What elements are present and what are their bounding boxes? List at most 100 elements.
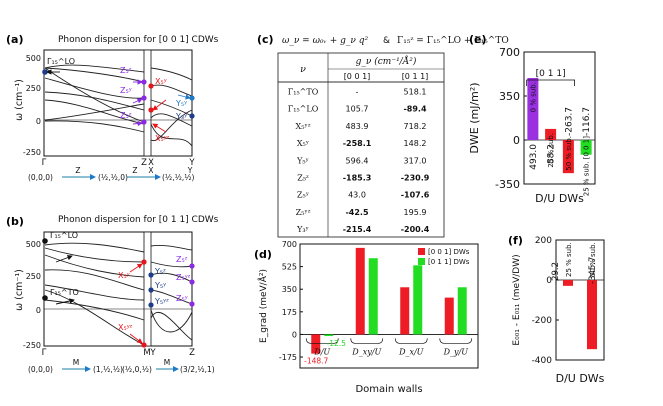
panel-b-gamma-label: Γ₁₅^TO [50, 288, 79, 297]
bar [444, 297, 454, 335]
panel-a-mode-label: Y₅ʸ [175, 99, 187, 108]
panel-b-dispersion-curves [44, 242, 193, 346]
table-cell: 105.7 [346, 105, 369, 114]
category-label: 25 % sub. [547, 133, 555, 168]
panel-a-ylabel: ω (cm⁻¹) [14, 79, 25, 121]
table-cell: 518.1 [404, 87, 427, 96]
panel-a-mode-label: Z₅ᶻ [120, 66, 132, 75]
panel-b-mode-label: X₅ʸᶻ [118, 323, 133, 332]
value-label: 88.2 [547, 144, 557, 164]
category-label: 25 % sub. [565, 242, 573, 277]
panel-a-x-axis: Γ Z X Y (0,0,0) Z (½,½,0) Z X (½,½,½) Y [28, 158, 195, 182]
table-row-label: Z₅ᶻ [297, 174, 309, 183]
bar [587, 280, 597, 350]
table-row-label: Y₅ʸ [296, 156, 309, 165]
table-header-g: g_ν (cm⁻¹/Å²) [356, 55, 417, 67]
panel-b-mode-label: Y₅ʸ [154, 281, 166, 290]
path-point: (0,0,0) [28, 365, 53, 374]
panel-a: (a) Phonon dispersion for [0 0 1] CDWs ω… [6, 33, 219, 182]
panel-a-ytick: -250 [23, 148, 41, 157]
panel-a-dispersion-curves [44, 64, 193, 147]
table-cell: 43.0 [348, 191, 366, 200]
table-cell: -258.1 [343, 139, 372, 148]
panel-b-ytick: -250 [23, 341, 41, 350]
chart-e: -350 0 350 700 DWE (mJ/m²) D/U DWs 493.0 0 % su… [468, 46, 596, 205]
bar [324, 334, 334, 337]
y-tick-label: 200 [535, 236, 552, 246]
category-brace [439, 338, 473, 344]
table-row-label: Γ₁₅^TO [288, 87, 319, 96]
category-label: 50 % sub. [589, 242, 597, 277]
hs-point-label: Γ [42, 158, 47, 168]
table-cell: -89.4 [403, 105, 426, 114]
y-tick-label: 700 [499, 46, 520, 59]
value-label: 493.0 [529, 144, 539, 170]
bar [355, 247, 365, 335]
panel-f: (f) -400 -200 0 200 E₀₀₁ - E₀₁₁ (meV/DW) D/U … [508, 234, 605, 385]
hs-point-label: Γ [42, 348, 47, 358]
table-cell: 317.0 [404, 156, 427, 165]
bar [545, 128, 557, 140]
category-label: D_xy/U [351, 347, 381, 356]
path-step: Z [75, 166, 80, 175]
legend-label: [0 0 1] DWs [428, 248, 470, 256]
panel-a-ytick: 500 [26, 54, 41, 63]
bar [563, 280, 573, 286]
category-label: 50 % sub. [565, 136, 573, 171]
table-cell: -230.9 [401, 174, 430, 183]
bar [580, 140, 592, 155]
chart-d: -175 0 175 350 525 700 E_grad (meV/Å²) Domain w… [257, 240, 479, 395]
path-point: (½,½,0) [98, 173, 128, 182]
y-tick-label: 350 [282, 285, 297, 294]
bar [311, 334, 321, 354]
panel-a-mode-markers: Γ₁₅^LO Z₅ᶻ Z₅ʸ Z₅ᶻ X₅ʸ X₅ʸᶻ Y₅ʸ Y₃ʸ [42, 57, 195, 143]
path-step: M [73, 358, 79, 367]
chart-f-xlabel: D/U DWs [556, 372, 605, 385]
table-cell: -185.3 [343, 174, 372, 183]
table-body: Γ₁₅^TO - 518.1 Γ₁₅^LO 105.7 -89.4 X₅ʸᶻ 483.9 718… [288, 87, 430, 234]
chart-f-frame [555, 239, 605, 361]
path-point: (½,½,½) [162, 173, 195, 182]
table-row-label: Y₃ʸ [296, 225, 309, 234]
panel-a-mode-label: Y₃ʸ [175, 112, 187, 121]
y-tick-label: 350 [499, 90, 520, 103]
chart-d-ylabel: E_grad (meV/Å²) [257, 269, 269, 343]
y-tick-label: 0 [513, 134, 520, 147]
panel-a-mode-label: Z₅ᶻ [120, 111, 132, 120]
path-point: (3/2,½,1) [180, 365, 215, 374]
table-cell: - [356, 87, 359, 96]
formula-separator: & [383, 36, 390, 46]
panel-b-ylabel: ω (cm⁻¹) [14, 269, 25, 311]
panel-b-mode-label: Z₅ʸ [176, 294, 188, 303]
panel-b-letter: (b) [6, 215, 24, 228]
gamma-mode-dot [42, 69, 48, 75]
table-row-label: X₅ʸᶻ [296, 122, 311, 131]
panel-b-ytick: 500 [26, 240, 41, 249]
table-cell: 195.9 [404, 208, 427, 217]
table-row-label: Z₅ʸᶻ [296, 208, 311, 217]
panel-b-mode-label: Z₅ʸᶻ [176, 273, 191, 282]
y-tick-label: 0 [292, 330, 297, 339]
hs-point-label: Z [141, 158, 147, 168]
y-tick-label: -175 [279, 353, 297, 362]
panel-b-gamma-label: Γ₁₅^LO [50, 231, 78, 240]
table-row-label: Γ₁₅^LO [288, 105, 319, 114]
category-label: D_x/U [398, 347, 424, 356]
panel-c-letter: (c) [257, 33, 274, 46]
path-point: (½,0,½) [122, 365, 152, 374]
legend-swatch [418, 258, 425, 265]
panel-a-mode-label: X₅ʸ [155, 77, 167, 86]
path-point: (1,½,½) [93, 365, 123, 374]
value-label: -12.5 [327, 339, 347, 348]
chart-d-xlabel: Domain walls [355, 384, 422, 395]
path-step: Y [187, 166, 193, 175]
panel-a-title: Phonon dispersion for [0 0 1] CDWs [58, 35, 219, 45]
hs-point-label: X [148, 158, 154, 168]
formula-dispersion: ω_ν = ω₀ᵥ + g_ν q² [282, 36, 368, 46]
panel-c: (c) ω_ν = ω₀ᵥ + g_ν q² & Γ₁₅ᶻ = Γ₁₅^LO +… [257, 33, 509, 238]
legend-swatch [418, 248, 425, 255]
category-label: 25 % sub. [0 0 1] [583, 136, 591, 197]
hs-point-label: Y [188, 158, 195, 168]
bar [562, 140, 574, 174]
chart-e-frame [523, 51, 596, 185]
